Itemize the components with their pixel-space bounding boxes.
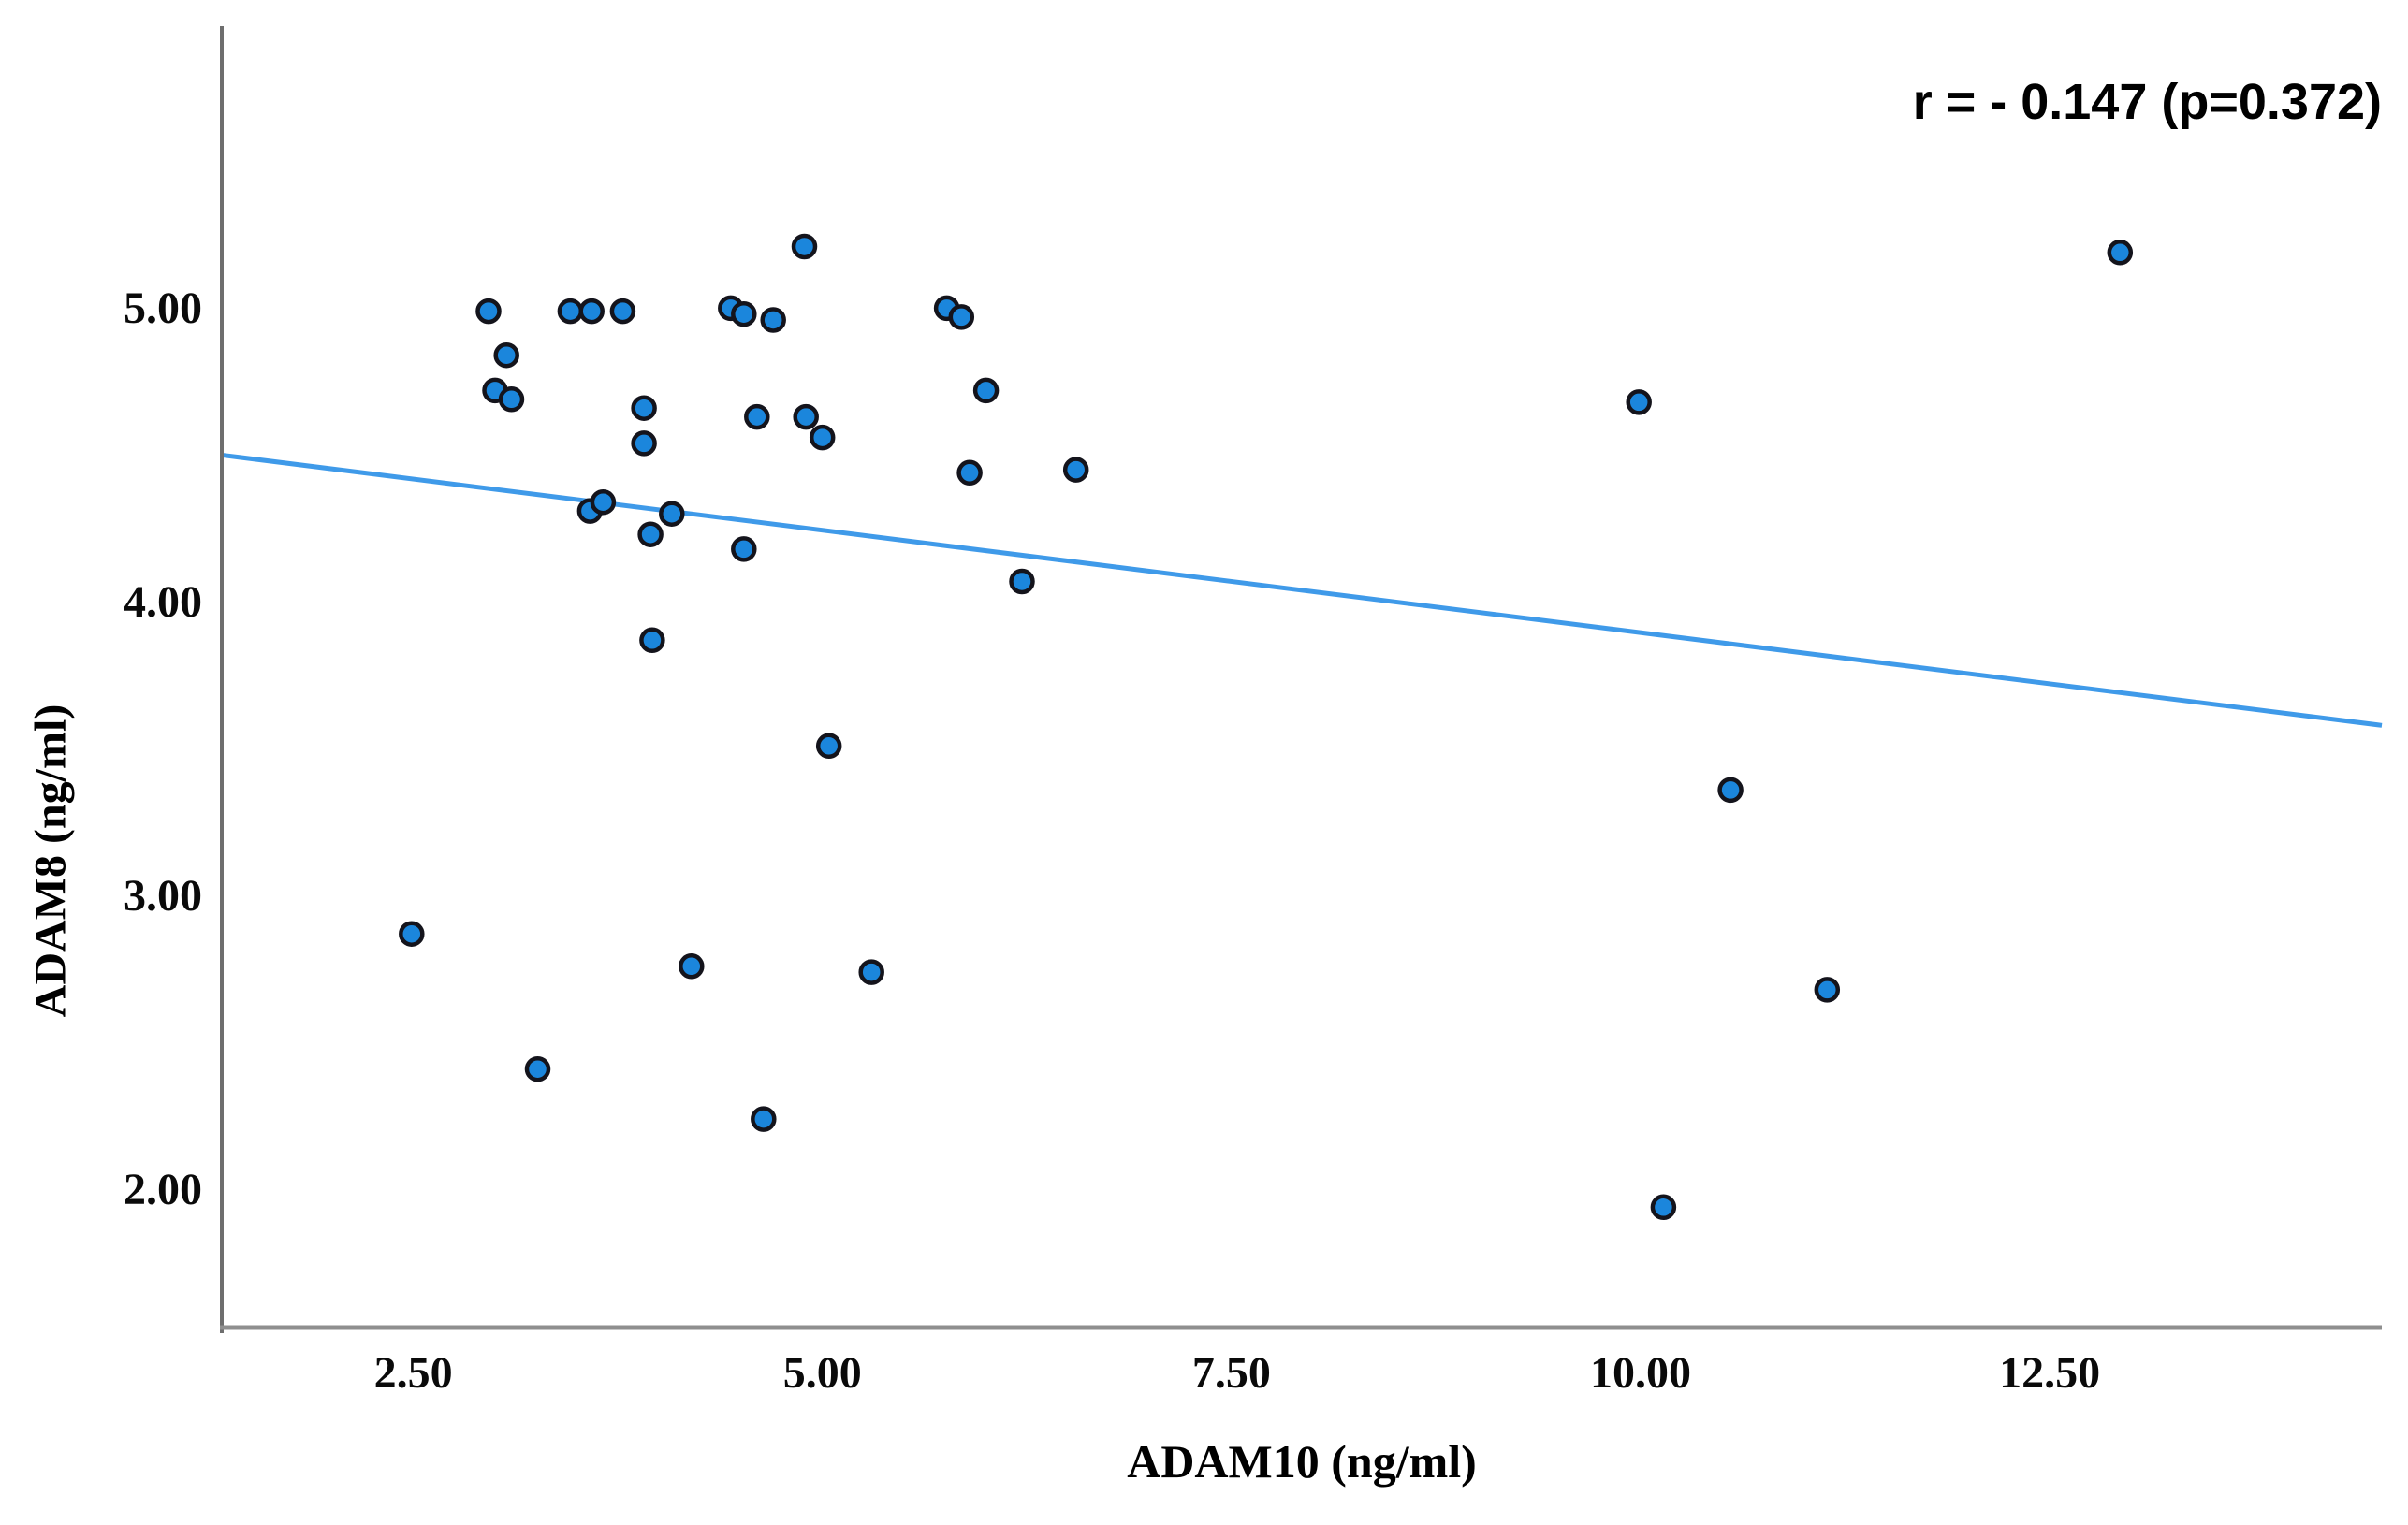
data-point: [1626, 389, 1652, 415]
data-point: [659, 501, 685, 527]
data-point: [809, 424, 836, 451]
data-point: [493, 341, 519, 369]
data-point: [498, 386, 525, 413]
data-point: [815, 733, 842, 760]
data-point: [679, 953, 705, 980]
data-point: [858, 959, 884, 985]
data-point: [948, 304, 975, 330]
y-tick-label: 2.00: [124, 1164, 202, 1214]
x-tick-label: 7.50: [1191, 1348, 1271, 1398]
x-axis-title: ADAM10 (ng/ml): [1127, 1435, 1477, 1488]
x-tick-label: 2.50: [373, 1348, 453, 1398]
data-point: [744, 403, 770, 430]
data-point: [399, 921, 425, 947]
data-point: [524, 1055, 551, 1082]
y-tick-label: 5.00: [124, 283, 202, 333]
data-point: [760, 307, 786, 333]
trend-line: [221, 452, 2383, 728]
data-point: [1814, 977, 1841, 1003]
data-point: [1009, 568, 1035, 595]
data-point: [1650, 1194, 1677, 1221]
y-axis-title: ADAM8 (ng/ml): [25, 704, 76, 1018]
data-point: [2107, 240, 2134, 266]
data-point: [731, 536, 757, 562]
data-point: [751, 1106, 777, 1132]
data-point: [793, 403, 819, 430]
data-point: [637, 521, 664, 547]
data-point: [631, 395, 657, 421]
data-point: [578, 298, 605, 325]
data-point: [791, 233, 818, 260]
data-point: [1717, 777, 1744, 804]
data-point: [731, 300, 757, 327]
y-tick-label: 4.00: [124, 576, 202, 627]
data-point: [590, 488, 617, 516]
x-tick-label: 12.50: [1999, 1348, 2101, 1398]
data-point: [972, 377, 1000, 404]
data-point: [1062, 457, 1089, 483]
data-point: [631, 430, 657, 457]
data-point: [557, 298, 584, 325]
x-tick-label: 10.00: [1589, 1348, 1691, 1398]
correlation-annotation: r = - 0.147 (p=0.372): [1912, 74, 2382, 130]
data-point: [475, 298, 502, 325]
data-point: [956, 459, 983, 487]
data-point: [639, 627, 665, 654]
y-tick-label: 3.00: [124, 870, 202, 921]
x-tick-label: 5.00: [782, 1348, 862, 1398]
data-point: [609, 298, 636, 325]
